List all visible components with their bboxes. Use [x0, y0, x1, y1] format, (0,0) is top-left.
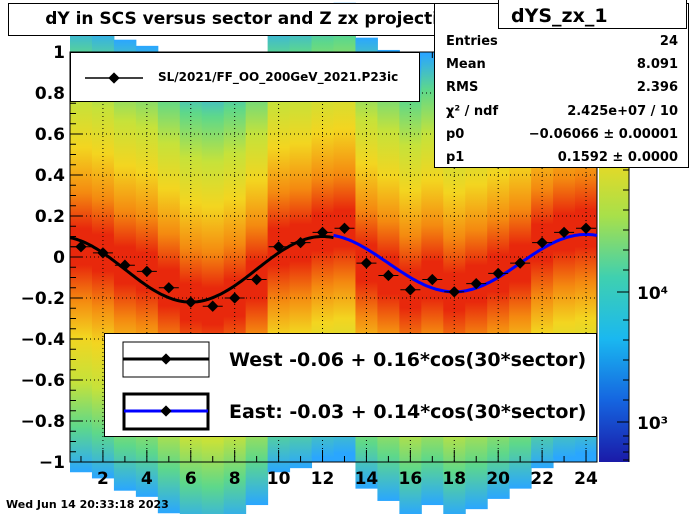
- stat-key: p1: [446, 150, 465, 165]
- stat-key: χ² / ndf: [446, 104, 499, 119]
- data-point: [580, 222, 592, 234]
- colorbar-tick-label: 10⁴: [637, 284, 668, 304]
- data-point: [185, 296, 197, 308]
- data-point: [294, 236, 307, 249]
- legend-top: SL/2021/FF_OO_200GeV_2021.P23ic: [70, 52, 420, 102]
- stat-rms: RMS 2.396: [446, 77, 678, 99]
- stat-value: 0.1592 ± 0.0000: [557, 150, 678, 165]
- stat-entries: Entries 24: [446, 31, 678, 53]
- fit-curve-west: [69, 235, 334, 304]
- y-tick-label: −0.2: [21, 289, 65, 309]
- x-tick-label: 22: [530, 469, 554, 489]
- x-tick-label: 24: [574, 469, 598, 489]
- y-tick-label: −0.4: [21, 330, 66, 350]
- stat-p0: p0 −0.06066 ± 0.00001: [446, 124, 678, 146]
- stat-value: 2.425e+07 / 10: [567, 104, 678, 119]
- x-tick-label: 4: [141, 469, 153, 489]
- x-tick-label: 14: [355, 469, 379, 489]
- chart-title: dY in SCS versus sector and Z zx project…: [8, 3, 499, 36]
- stat-value: 8.091: [636, 57, 678, 72]
- legend-east-label: East: -0.03 + 0.14*cos(30*sector): [229, 401, 587, 423]
- data-point: [272, 241, 285, 253]
- data-point: [207, 300, 219, 312]
- y-tick-label: 0.8: [35, 84, 65, 104]
- stat-mean: Mean 8.091: [446, 54, 678, 76]
- data-point: [514, 257, 526, 269]
- y-tick-label: 0.4: [35, 166, 65, 186]
- data-point: [229, 292, 241, 304]
- data-point: [536, 236, 548, 249]
- legend-top-marker: [85, 72, 143, 84]
- y-tick-label: 1: [53, 43, 65, 63]
- data-point: [360, 257, 373, 269]
- stat-value: −0.06066 ± 0.00001: [528, 127, 678, 142]
- legend-west-label: West -0.06 + 0.16*cos(30*sector): [229, 349, 587, 371]
- data-point: [338, 222, 351, 234]
- data-point: [141, 265, 153, 278]
- stat-p1: p1 0.1592 ± 0.0000: [446, 147, 678, 169]
- y-tick-label: 0.6: [35, 125, 65, 145]
- timestamp: Wed Jun 14 20:33:18 2023: [6, 498, 169, 511]
- stat-key: RMS: [446, 80, 479, 95]
- legend-main: West -0.06 + 0.16*cos(30*sector) East: -…: [104, 333, 597, 437]
- stats-box: dYS_zx_1 Entries 24 Mean 8.091 RMS 2.396 χ²…: [434, 0, 689, 169]
- data-point: [163, 282, 175, 294]
- data-point: [404, 284, 417, 296]
- data-point: [492, 267, 504, 280]
- data-point: [316, 226, 329, 239]
- stat-key: Mean: [446, 57, 486, 72]
- stat-key: p0: [446, 127, 465, 142]
- x-tick-label: 16: [399, 469, 423, 489]
- x-tick-label: 10: [267, 469, 291, 489]
- y-tick-label: −0.6: [21, 371, 65, 391]
- x-tick-label: 20: [486, 469, 510, 489]
- colorbar-tick-label: 10³: [637, 414, 668, 434]
- legend-main-markers: [122, 341, 210, 431]
- data-point: [470, 277, 482, 290]
- stat-value: 2.396: [636, 80, 678, 95]
- stats-title: dYS_zx_1: [498, 0, 687, 29]
- y-tick-label: 0.2: [35, 207, 65, 227]
- stat-value: 24: [659, 34, 678, 49]
- x-tick-label: 12: [311, 469, 335, 489]
- stat-key: Entries: [446, 34, 498, 49]
- x-tick-label: 2: [97, 469, 109, 489]
- y-tick-label: −0.8: [21, 412, 65, 432]
- y-tick-label: −1: [39, 453, 65, 473]
- data-point: [448, 286, 460, 298]
- x-tick-label: 6: [185, 469, 197, 489]
- data-point: [426, 273, 438, 286]
- stat-chi2: χ² / ndf 2.425e+07 / 10: [446, 101, 678, 123]
- data-point: [382, 269, 395, 282]
- y-tick-label: 0: [53, 248, 65, 268]
- x-tick-label: 8: [229, 469, 241, 489]
- x-tick-label: 18: [442, 469, 466, 489]
- fit-curve-east: [333, 232, 598, 294]
- legend-top-label: SL/2021/FF_OO_200GeV_2021.P23ic: [158, 70, 399, 84]
- data-point: [558, 226, 570, 239]
